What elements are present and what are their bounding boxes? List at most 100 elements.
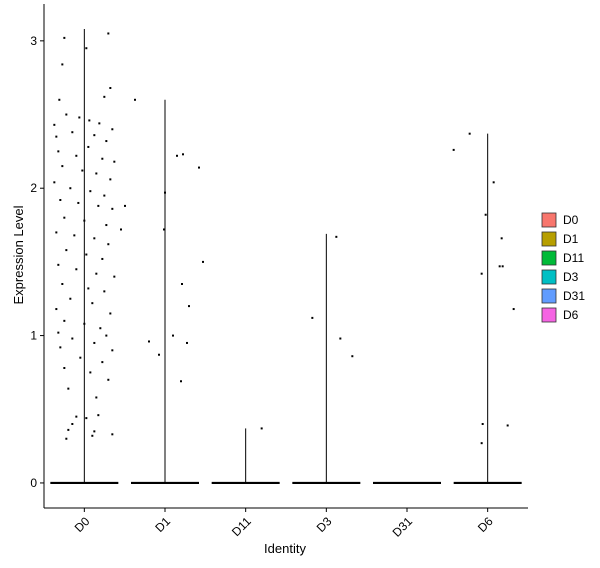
data-point [65,113,68,116]
data-point [198,166,200,169]
data-point [111,207,114,210]
data-point [57,331,60,334]
data-point [109,178,112,181]
data-point [91,434,94,437]
data-point [101,157,104,160]
data-point [107,32,110,35]
data-point [98,122,101,125]
data-point [148,340,150,343]
data-point [61,283,64,285]
data-point [55,135,58,138]
data-point [492,181,495,184]
data-point [105,334,108,337]
data-point [101,257,104,260]
data-point [107,243,110,246]
data-point [452,148,455,151]
data-point [186,341,188,344]
data-point [181,283,183,285]
data-point [202,260,204,263]
data-point [85,253,88,256]
data-point [101,361,104,364]
data-point [500,237,503,240]
legend-label-d11: D11 [563,251,584,265]
legend-label-d0: D0 [563,213,579,227]
data-point [89,371,92,374]
data-point [120,228,122,231]
legend-label-d3: D3 [563,270,579,284]
x-axis-title: Identity [264,541,306,556]
data-point [87,287,90,290]
data-point [71,337,74,340]
data-point [97,414,100,417]
x-tick-label: D0 [72,514,93,535]
data-point [111,349,114,352]
data-point [71,423,74,425]
data-point [79,356,82,359]
data-point [65,437,68,440]
data-point [61,63,64,66]
data-point [95,172,98,175]
data-point [75,415,78,418]
y-axis-title: Expression Level [11,205,26,304]
data-point [163,228,165,231]
legend-swatch-d31 [541,288,557,304]
data-point [63,319,66,322]
data-point [124,204,126,207]
data-point [91,302,94,305]
data-point [75,154,78,157]
data-point [59,199,62,201]
data-point [109,312,112,315]
data-point [65,249,68,252]
data-point [105,140,108,143]
legend: D0 D1 D11 D3 D31 D6 [541,212,585,323]
y-tick-label: 3 [30,34,37,48]
data-point [73,234,76,237]
data-point [134,98,136,101]
data-point [57,150,60,153]
data-point [480,442,483,445]
data-point [81,169,84,172]
data-point [111,433,114,436]
data-point [109,87,112,89]
data-point [88,119,91,122]
data-point [93,430,96,433]
data-point [176,154,178,157]
data-point [63,367,66,369]
data-point [339,337,342,340]
data-point [69,187,72,190]
data-point [103,290,106,293]
data-point [506,424,509,427]
legend-swatch-d11 [541,250,557,266]
data-point [93,341,96,344]
data-point [111,128,114,131]
data-point [53,181,56,184]
legend-swatch-d1 [541,231,557,247]
data-point [71,131,74,134]
data-point [97,204,100,207]
data-point [113,160,116,163]
data-point [107,378,110,381]
data-point [61,165,64,168]
legend-swatch-d3 [541,269,557,285]
data-point [158,353,160,356]
data-point [83,219,86,222]
data-point [89,190,92,193]
legend-swatch-d0 [541,212,557,228]
legend-swatch-d6 [541,307,557,323]
y-tick-label: 2 [30,181,37,195]
data-point [182,153,184,156]
data-point [83,322,86,325]
data-point [105,224,108,227]
legend-label-d1: D1 [563,232,579,246]
y-tick-label: 0 [30,476,37,490]
plot-area [50,29,522,485]
data-point [481,423,484,425]
x-tick-label: D11 [229,514,254,539]
data-point [85,47,88,50]
data-point [69,297,72,300]
data-point [77,201,80,204]
data-point [63,216,66,219]
data-point [498,265,501,268]
x-tick-label: D1 [152,514,173,535]
data-point [95,396,98,399]
